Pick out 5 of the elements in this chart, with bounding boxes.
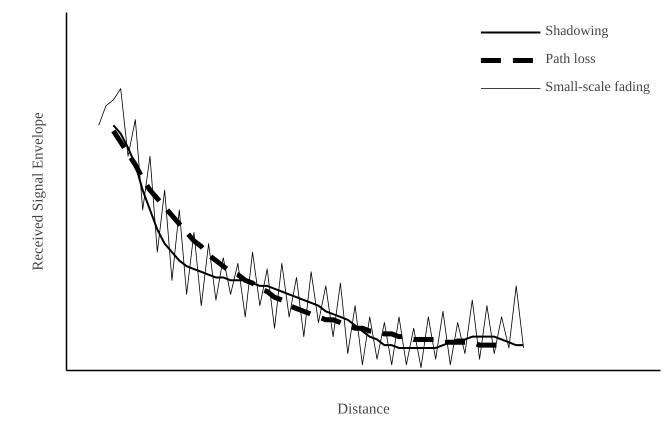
legend-label: Small-scale fading [545, 80, 650, 96]
y-axis-title: Received Signal Envelope [30, 112, 46, 271]
x-axis-title: Distance [337, 402, 390, 418]
legend-label: Shadowing [545, 24, 608, 40]
legend-label: Path loss [545, 52, 596, 68]
